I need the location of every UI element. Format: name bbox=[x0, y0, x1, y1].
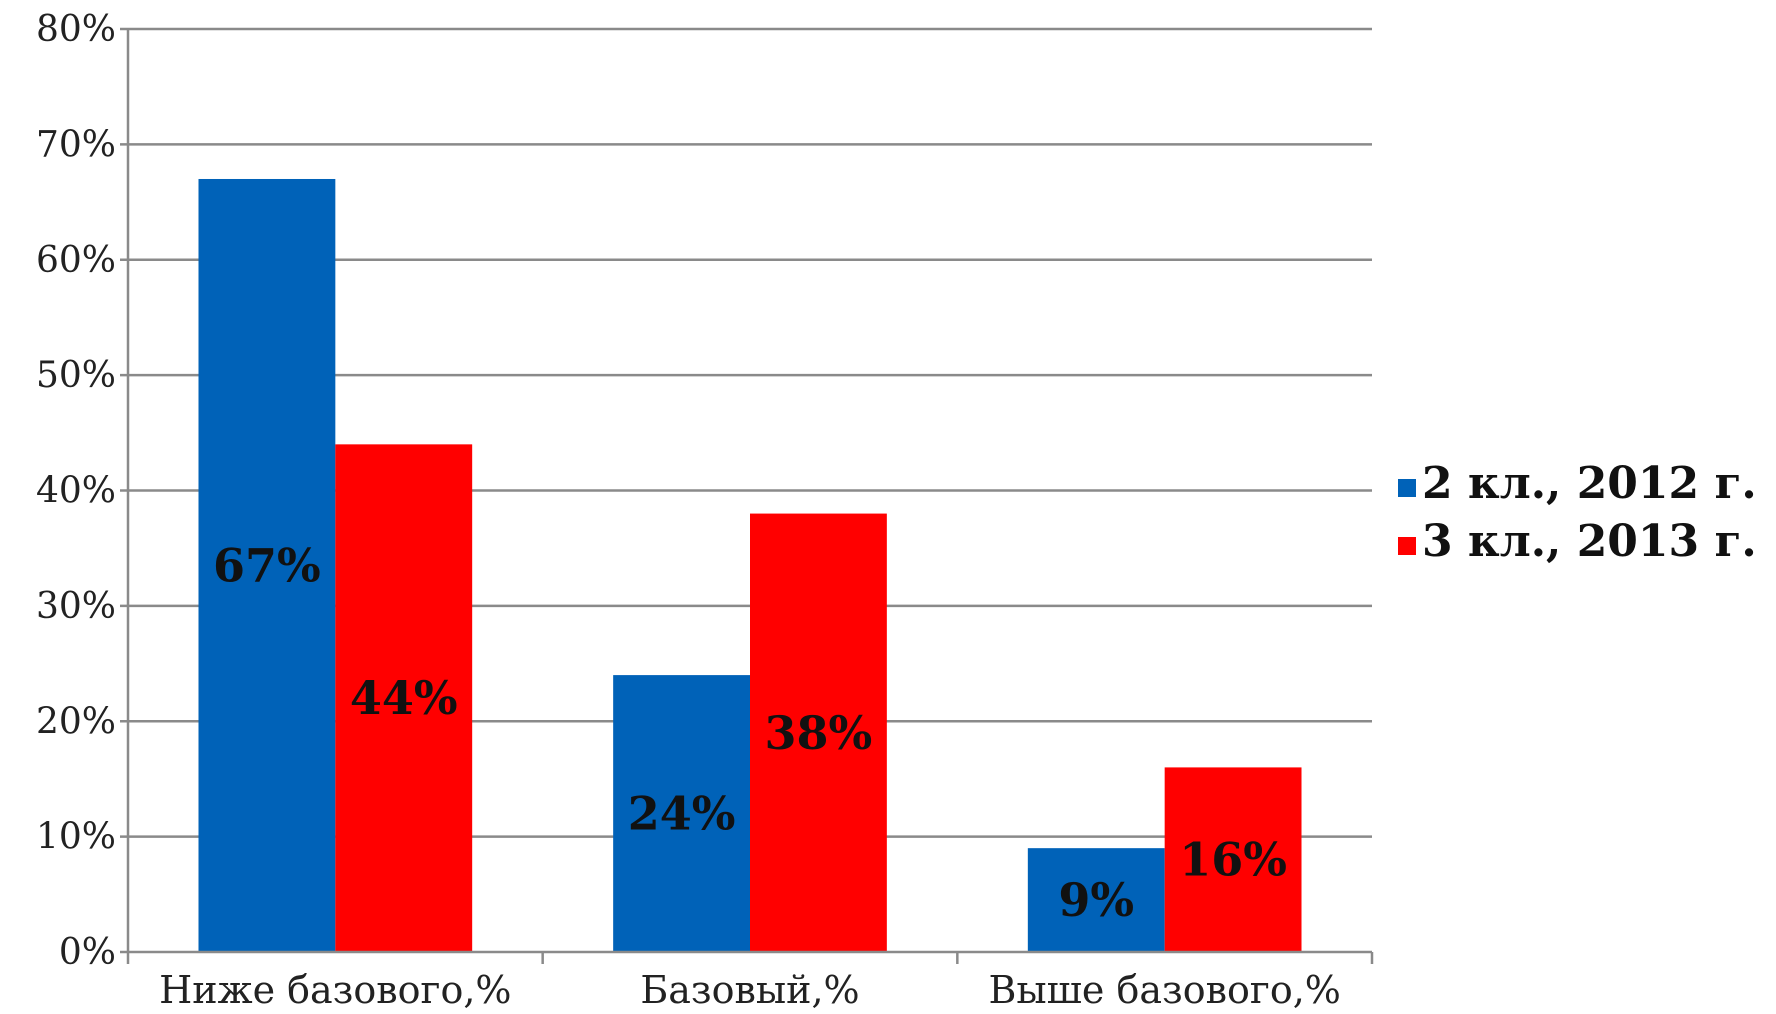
y-tick-label: 50% bbox=[36, 355, 116, 396]
y-tick-label: 80% bbox=[36, 9, 116, 50]
y-tick-label: 20% bbox=[36, 701, 116, 742]
data-label: 44% bbox=[350, 671, 458, 725]
y-tick-label: 0% bbox=[59, 932, 116, 973]
y-tick-label: 10% bbox=[36, 817, 116, 858]
bar bbox=[335, 444, 473, 952]
data-labels: 67% 44% 24% 38% 9% 16% bbox=[213, 538, 1287, 927]
legend-swatch bbox=[1398, 479, 1416, 497]
y-tick-label: 30% bbox=[36, 586, 116, 627]
bar bbox=[1027, 848, 1165, 952]
legend-label: 2 кл., 2012 г. bbox=[1422, 458, 1757, 509]
data-label: 67% bbox=[213, 538, 321, 592]
x-axis-category-labels: Ниже базового,% Базовый,% Выше базового,% bbox=[159, 968, 1341, 1012]
axes bbox=[126, 29, 1374, 964]
bar bbox=[613, 675, 750, 952]
legend-label: 3 кл., 2013 г. bbox=[1422, 516, 1757, 567]
data-label: 38% bbox=[765, 706, 873, 760]
bar bbox=[1164, 767, 1302, 952]
bar bbox=[198, 178, 336, 953]
bars bbox=[198, 178, 1302, 953]
x-category-label: Ниже базового,% bbox=[159, 968, 511, 1012]
bar bbox=[750, 513, 887, 952]
legend: 2 кл., 2012 г. 3 кл., 2013 г. bbox=[1398, 458, 1757, 567]
data-label: 16% bbox=[1179, 833, 1287, 887]
x-category-label: Базовый,% bbox=[640, 968, 859, 1012]
y-tick-label: 60% bbox=[36, 240, 116, 281]
x-category-label: Выше базового,% bbox=[988, 968, 1340, 1012]
data-label: 9% bbox=[1058, 873, 1134, 927]
y-tick-label: 70% bbox=[36, 124, 116, 165]
y-axis-tick-labels: 0% 10% 20% 30% 40% 50% 60% 70% 80% bbox=[36, 9, 116, 973]
legend-swatch bbox=[1398, 537, 1416, 555]
data-label: 24% bbox=[628, 787, 736, 841]
y-tick-label: 40% bbox=[36, 471, 116, 512]
